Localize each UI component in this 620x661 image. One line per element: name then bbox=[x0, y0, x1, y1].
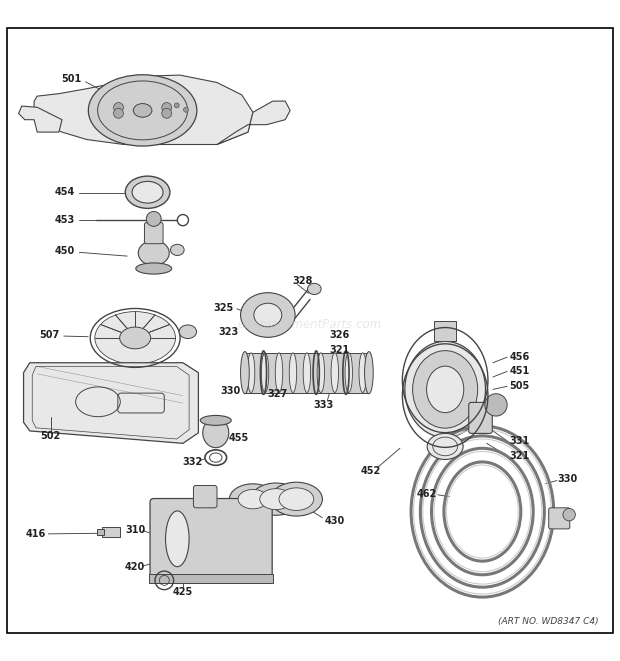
Circle shape bbox=[113, 108, 123, 118]
Polygon shape bbox=[217, 101, 290, 145]
Text: 321: 321 bbox=[510, 451, 530, 461]
Text: 462: 462 bbox=[417, 489, 436, 499]
Ellipse shape bbox=[95, 311, 175, 364]
Ellipse shape bbox=[359, 353, 366, 393]
Ellipse shape bbox=[138, 241, 169, 266]
Ellipse shape bbox=[136, 263, 172, 274]
Text: (ART NO. WD8347 C4): (ART NO. WD8347 C4) bbox=[498, 617, 598, 627]
Ellipse shape bbox=[261, 353, 269, 393]
Text: 321: 321 bbox=[330, 345, 350, 356]
Text: 451: 451 bbox=[510, 366, 530, 376]
Circle shape bbox=[174, 103, 179, 108]
Circle shape bbox=[113, 102, 123, 112]
Circle shape bbox=[162, 108, 172, 118]
Ellipse shape bbox=[345, 353, 352, 393]
Ellipse shape bbox=[270, 483, 322, 516]
Ellipse shape bbox=[203, 418, 229, 447]
Ellipse shape bbox=[170, 245, 184, 256]
Ellipse shape bbox=[308, 284, 321, 295]
Text: 455: 455 bbox=[228, 434, 249, 444]
Text: 450: 450 bbox=[55, 246, 75, 256]
Bar bbox=[97, 529, 104, 535]
FancyBboxPatch shape bbox=[469, 403, 492, 434]
Text: eReplacementParts.com: eReplacementParts.com bbox=[238, 318, 382, 330]
Text: 323: 323 bbox=[218, 327, 238, 336]
Ellipse shape bbox=[120, 327, 151, 349]
Circle shape bbox=[184, 107, 188, 112]
Ellipse shape bbox=[125, 176, 170, 208]
Ellipse shape bbox=[251, 483, 301, 516]
Text: 325: 325 bbox=[213, 303, 233, 313]
Ellipse shape bbox=[133, 104, 152, 117]
Ellipse shape bbox=[238, 489, 268, 509]
Ellipse shape bbox=[260, 488, 292, 510]
Text: 330: 330 bbox=[557, 475, 577, 485]
FancyBboxPatch shape bbox=[434, 321, 456, 341]
Circle shape bbox=[563, 508, 575, 521]
Ellipse shape bbox=[413, 350, 477, 428]
Ellipse shape bbox=[132, 181, 163, 203]
Ellipse shape bbox=[427, 434, 463, 459]
Polygon shape bbox=[34, 75, 253, 145]
Text: 425: 425 bbox=[173, 587, 193, 597]
Text: 452: 452 bbox=[361, 466, 381, 476]
Ellipse shape bbox=[427, 366, 464, 412]
Ellipse shape bbox=[247, 353, 255, 393]
Polygon shape bbox=[245, 353, 369, 393]
Text: 502: 502 bbox=[41, 431, 61, 441]
Circle shape bbox=[146, 212, 161, 226]
Ellipse shape bbox=[166, 511, 189, 566]
Text: 330: 330 bbox=[221, 385, 241, 396]
Ellipse shape bbox=[200, 416, 231, 426]
Text: 327: 327 bbox=[268, 389, 288, 399]
Text: 416: 416 bbox=[26, 529, 46, 539]
Circle shape bbox=[485, 394, 507, 416]
Ellipse shape bbox=[179, 325, 197, 338]
Text: 310: 310 bbox=[125, 525, 145, 535]
Text: 332: 332 bbox=[182, 457, 202, 467]
Text: 507: 507 bbox=[40, 330, 60, 340]
Ellipse shape bbox=[303, 353, 311, 393]
Bar bbox=[102, 527, 120, 537]
Text: 328: 328 bbox=[293, 276, 312, 286]
Ellipse shape bbox=[241, 352, 249, 394]
FancyBboxPatch shape bbox=[549, 508, 570, 529]
Text: 453: 453 bbox=[55, 215, 75, 225]
Ellipse shape bbox=[365, 352, 373, 394]
Text: 454: 454 bbox=[55, 187, 75, 197]
Text: 420: 420 bbox=[125, 563, 145, 572]
FancyBboxPatch shape bbox=[193, 485, 217, 508]
Ellipse shape bbox=[289, 353, 297, 393]
Ellipse shape bbox=[405, 341, 485, 438]
Text: 505: 505 bbox=[510, 381, 530, 391]
Ellipse shape bbox=[317, 353, 325, 393]
Text: 430: 430 bbox=[325, 516, 345, 526]
Polygon shape bbox=[19, 106, 62, 132]
Text: 331: 331 bbox=[510, 436, 530, 446]
Text: 501: 501 bbox=[61, 75, 81, 85]
Text: 456: 456 bbox=[510, 352, 530, 362]
Ellipse shape bbox=[241, 293, 295, 337]
Polygon shape bbox=[24, 363, 198, 444]
FancyBboxPatch shape bbox=[150, 498, 272, 579]
Ellipse shape bbox=[331, 353, 339, 393]
Ellipse shape bbox=[279, 488, 314, 510]
Ellipse shape bbox=[88, 75, 197, 146]
Ellipse shape bbox=[275, 353, 283, 393]
FancyBboxPatch shape bbox=[144, 223, 163, 244]
Ellipse shape bbox=[254, 303, 281, 327]
Bar bbox=[149, 574, 273, 583]
Text: 326: 326 bbox=[330, 330, 350, 340]
Ellipse shape bbox=[229, 484, 277, 514]
Circle shape bbox=[162, 102, 172, 112]
Text: 333: 333 bbox=[314, 400, 334, 410]
